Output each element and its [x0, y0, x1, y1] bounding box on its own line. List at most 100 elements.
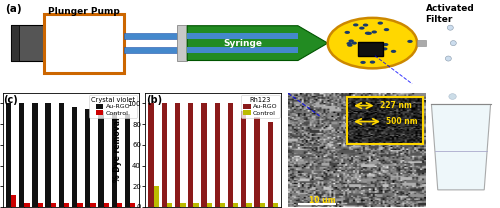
Text: (b): (b)	[146, 95, 162, 105]
Text: 500 nm: 500 nm	[386, 117, 418, 126]
Circle shape	[391, 50, 396, 53]
Polygon shape	[98, 37, 102, 49]
Text: (c): (c)	[3, 95, 18, 105]
Circle shape	[348, 40, 354, 42]
Bar	[178, 25, 187, 61]
Polygon shape	[106, 37, 111, 49]
Text: (a): (a)	[5, 4, 21, 14]
Legend: Au-RGO, Control: Au-RGO, Control	[241, 95, 280, 118]
Polygon shape	[82, 37, 86, 49]
Circle shape	[365, 32, 370, 35]
Bar	[32, 103, 38, 207]
Text: 227 nm: 227 nm	[380, 101, 412, 110]
Circle shape	[378, 22, 383, 25]
Y-axis label: % Dye removal: % Dye removal	[113, 118, 122, 182]
Bar	[6, 103, 11, 207]
Circle shape	[359, 27, 364, 30]
Bar	[44, 37, 119, 49]
Bar	[38, 203, 43, 207]
Bar	[46, 103, 51, 207]
Circle shape	[372, 30, 377, 33]
Polygon shape	[432, 104, 490, 190]
Bar	[187, 33, 298, 39]
Bar	[124, 33, 179, 39]
Circle shape	[328, 18, 417, 68]
Bar	[58, 103, 64, 207]
Bar	[206, 203, 212, 207]
Polygon shape	[60, 37, 64, 49]
Circle shape	[383, 43, 388, 46]
Bar	[98, 111, 103, 207]
Bar	[154, 186, 159, 207]
Polygon shape	[94, 37, 98, 49]
Circle shape	[346, 42, 352, 45]
Bar	[167, 203, 172, 207]
Bar	[260, 203, 265, 207]
Polygon shape	[110, 37, 115, 49]
Polygon shape	[64, 37, 69, 49]
Bar	[233, 203, 238, 207]
Bar	[85, 109, 90, 207]
Bar	[347, 97, 423, 144]
Bar	[175, 103, 180, 207]
Bar	[220, 203, 225, 207]
Circle shape	[347, 44, 352, 47]
Polygon shape	[90, 37, 94, 49]
Bar	[44, 14, 124, 73]
Circle shape	[366, 32, 372, 35]
Bar	[130, 203, 136, 207]
Bar	[162, 103, 167, 207]
Polygon shape	[102, 37, 106, 49]
Bar	[125, 114, 130, 207]
Bar	[241, 111, 246, 207]
Bar	[228, 103, 233, 207]
Legend: Au-RGO, Control: Au-RGO, Control	[89, 95, 137, 118]
Bar	[24, 203, 29, 207]
Text: 10 μm: 10 μm	[309, 196, 336, 205]
Polygon shape	[48, 37, 52, 49]
Bar	[64, 203, 70, 207]
Circle shape	[408, 40, 412, 43]
Bar	[90, 203, 96, 207]
Bar	[51, 203, 56, 207]
Circle shape	[353, 23, 358, 26]
Bar	[77, 203, 82, 207]
Bar	[72, 106, 77, 207]
Bar	[148, 103, 154, 207]
Circle shape	[384, 28, 389, 31]
Polygon shape	[52, 37, 56, 49]
Polygon shape	[187, 26, 328, 61]
Polygon shape	[56, 37, 60, 49]
Circle shape	[360, 61, 366, 64]
Bar	[328, 40, 342, 46]
Bar	[12, 25, 44, 61]
Bar	[44, 37, 119, 49]
Polygon shape	[77, 37, 82, 49]
Circle shape	[382, 47, 388, 50]
Bar	[246, 203, 252, 207]
Bar	[358, 42, 384, 56]
Bar	[112, 113, 117, 207]
Bar	[19, 103, 24, 207]
Bar	[12, 25, 19, 61]
Ellipse shape	[450, 41, 456, 46]
Bar	[117, 203, 122, 207]
Bar	[268, 122, 273, 207]
Bar	[194, 203, 198, 207]
Bar	[202, 103, 206, 207]
Ellipse shape	[448, 25, 454, 30]
Bar	[124, 47, 179, 53]
Bar	[11, 194, 16, 207]
Polygon shape	[86, 37, 90, 49]
Polygon shape	[44, 37, 48, 49]
Bar	[214, 103, 220, 207]
Circle shape	[344, 31, 350, 34]
Polygon shape	[69, 37, 73, 49]
Bar	[180, 203, 186, 207]
Bar	[273, 203, 278, 207]
Polygon shape	[73, 37, 78, 49]
Ellipse shape	[458, 86, 464, 91]
Bar	[104, 203, 109, 207]
Bar	[187, 47, 298, 53]
Circle shape	[360, 43, 365, 46]
